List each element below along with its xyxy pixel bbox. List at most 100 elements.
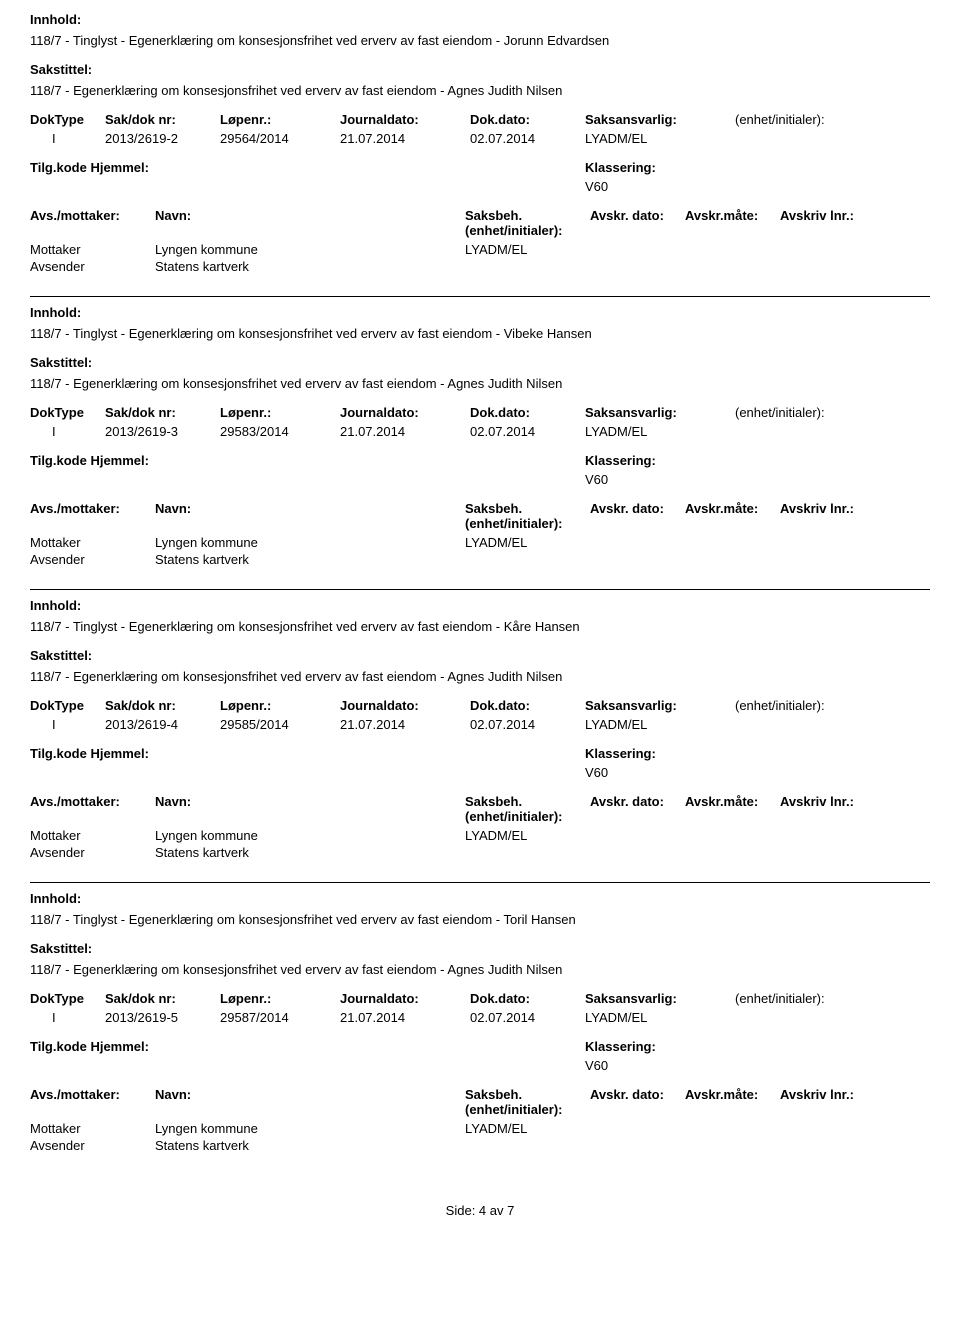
label-mottaker-role: Mottaker [30, 535, 155, 550]
label-innhold: Innhold: [30, 891, 930, 906]
label-klassering: Klassering: [585, 160, 930, 175]
record-separator [30, 296, 930, 297]
label-sakdoknr: Sak/dok nr: [105, 991, 220, 1006]
val-doktype: I [30, 717, 105, 732]
label-avskrmate: Avskr.måte: [685, 208, 780, 223]
label-tilgkode: Tilg.kode [30, 746, 87, 761]
innhold-text: 118/7 - Tinglyst - Egenerklæring om kons… [30, 33, 930, 48]
label-avskrmate: Avskr.måte: [685, 1087, 780, 1102]
val-mottaker-navn: Lyngen kommune [155, 535, 465, 550]
val-dokdato: 02.07.2014 [470, 131, 585, 146]
label-dokdato: Dok.dato: [470, 112, 585, 127]
label-avsmottaker: Avs./mottaker: [30, 208, 155, 223]
label-mottaker-role: Mottaker [30, 242, 155, 257]
label-tilgkode: Tilg.kode [30, 1039, 87, 1054]
val-doktype: I [30, 1010, 105, 1025]
val-saksansvarlig: LYADM/EL [585, 717, 735, 732]
label-journaldato: Journaldato: [340, 112, 470, 127]
label-avsender-role: Avsender [30, 259, 155, 274]
label-saksansvarlig: Saksansvarlig: [585, 112, 735, 127]
page-footer: Side: 4 av 7 [30, 1203, 930, 1218]
label-avsender-role: Avsender [30, 845, 155, 860]
label-innhold: Innhold: [30, 12, 930, 27]
val-sakdoknr: 2013/2619-3 [105, 424, 220, 439]
label-lopenr: Løpenr.: [220, 991, 340, 1006]
label-avsmottaker: Avs./mottaker: [30, 794, 155, 809]
label-lopenr: Løpenr.: [220, 405, 340, 420]
label-tilgkode: Tilg.kode [30, 453, 87, 468]
val-avsender-navn: Statens kartverk [155, 845, 465, 860]
innhold-text: 118/7 - Tinglyst - Egenerklæring om kons… [30, 912, 930, 927]
label-lopenr: Løpenr.: [220, 698, 340, 713]
val-dokdato: 02.07.2014 [470, 424, 585, 439]
label-avskrivlnr: Avskriv lnr.: [780, 794, 930, 809]
val-lopenr: 29583/2014 [220, 424, 340, 439]
label-sakstittel: Sakstittel: [30, 648, 930, 663]
records-container: Innhold: 118/7 - Tinglyst - Egenerklærin… [30, 12, 930, 1153]
val-klassering: V60 [585, 179, 930, 194]
journal-record: Innhold: 118/7 - Tinglyst - Egenerklærin… [30, 12, 930, 297]
val-avsender-navn: Statens kartverk [155, 1138, 465, 1153]
label-saksansvarlig: Saksansvarlig: [585, 698, 735, 713]
val-klassering: V60 [585, 1058, 930, 1073]
label-doktype: DokType [30, 112, 105, 127]
val-avsender-navn: Statens kartverk [155, 552, 465, 567]
label-saksbeh: Saksbeh.(enhet/initialer): [465, 1087, 590, 1117]
innhold-text: 118/7 - Tinglyst - Egenerklæring om kons… [30, 619, 930, 634]
label-doktype: DokType [30, 991, 105, 1006]
label-innhold: Innhold: [30, 305, 930, 320]
val-klassering: V60 [585, 765, 930, 780]
sakstittel-text: 118/7 - Egenerklæring om konsesjonsfrihe… [30, 83, 930, 98]
label-doktype: DokType [30, 405, 105, 420]
val-klassering: V60 [585, 472, 930, 487]
val-saksbeh: LYADM/EL [465, 1121, 930, 1136]
val-saksbeh: LYADM/EL [465, 535, 930, 550]
label-journaldato: Journaldato: [340, 405, 470, 420]
label-sakstittel: Sakstittel: [30, 941, 930, 956]
val-mottaker-navn: Lyngen kommune [155, 828, 465, 843]
label-enhet: (enhet/initialer): [735, 112, 930, 127]
record-separator [30, 589, 930, 590]
record-separator [30, 882, 930, 883]
label-saksbeh: Saksbeh.(enhet/initialer): [465, 208, 590, 238]
val-lopenr: 29585/2014 [220, 717, 340, 732]
label-avsender-role: Avsender [30, 1138, 155, 1153]
label-hjemmel: Hjemmel: [90, 746, 149, 761]
val-journaldato: 21.07.2014 [340, 424, 470, 439]
label-dokdato: Dok.dato: [470, 405, 585, 420]
label-hjemmel: Hjemmel: [90, 160, 149, 175]
journal-record: Innhold: 118/7 - Tinglyst - Egenerklærin… [30, 598, 930, 883]
val-dokdato: 02.07.2014 [470, 717, 585, 732]
label-saksansvarlig: Saksansvarlig: [585, 991, 735, 1006]
label-navn: Navn: [155, 794, 465, 809]
label-navn: Navn: [155, 501, 465, 516]
val-saksbeh: LYADM/EL [465, 828, 930, 843]
label-tilgkode: Tilg.kode [30, 160, 87, 175]
label-avsender-role: Avsender [30, 552, 155, 567]
sakstittel-text: 118/7 - Egenerklæring om konsesjonsfrihe… [30, 669, 930, 684]
sakstittel-text: 118/7 - Egenerklæring om konsesjonsfrihe… [30, 962, 930, 977]
label-lopenr: Løpenr.: [220, 112, 340, 127]
label-enhet: (enhet/initialer): [735, 991, 930, 1006]
label-dokdato: Dok.dato: [470, 991, 585, 1006]
label-navn: Navn: [155, 208, 465, 223]
label-klassering: Klassering: [585, 746, 930, 761]
label-avskrmate: Avskr.måte: [685, 501, 780, 516]
val-saksbeh: LYADM/EL [465, 242, 930, 257]
label-sakstittel: Sakstittel: [30, 62, 930, 77]
val-doktype: I [30, 424, 105, 439]
val-saksansvarlig: LYADM/EL [585, 1010, 735, 1025]
val-journaldato: 21.07.2014 [340, 131, 470, 146]
val-sakdoknr: 2013/2619-5 [105, 1010, 220, 1025]
val-lopenr: 29587/2014 [220, 1010, 340, 1025]
label-avskrivlnr: Avskriv lnr.: [780, 208, 930, 223]
label-doktype: DokType [30, 698, 105, 713]
label-sakdoknr: Sak/dok nr: [105, 698, 220, 713]
label-enhet: (enhet/initialer): [735, 405, 930, 420]
val-sakdoknr: 2013/2619-2 [105, 131, 220, 146]
val-avsender-navn: Statens kartverk [155, 259, 465, 274]
label-avskrdato: Avskr. dato: [590, 794, 685, 809]
label-journaldato: Journaldato: [340, 991, 470, 1006]
label-avskrdato: Avskr. dato: [590, 501, 685, 516]
sakstittel-text: 118/7 - Egenerklæring om konsesjonsfrihe… [30, 376, 930, 391]
